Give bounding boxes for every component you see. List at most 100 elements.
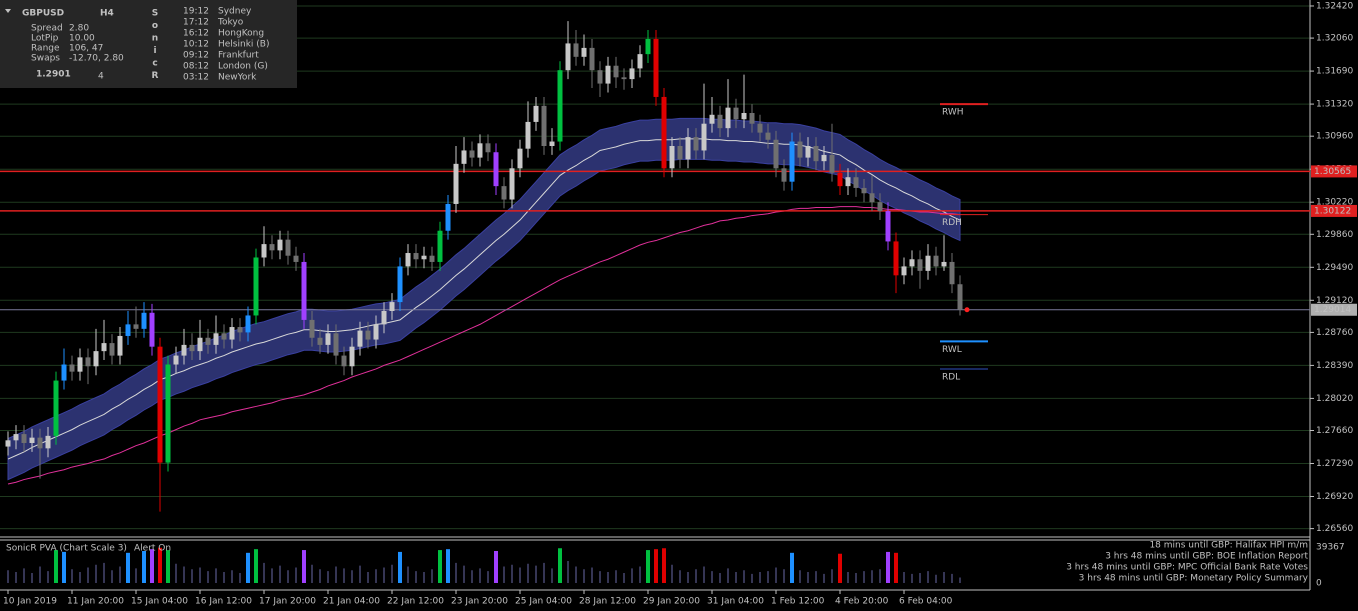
candle-body [741, 113, 747, 120]
volume-bar [54, 550, 58, 583]
y-tick-label: 1.28760 [1316, 328, 1353, 338]
y-tick-label: 1.32060 [1316, 34, 1353, 44]
news-line: 3 hrs 48 mins until GBP: MPC Official Ba… [1066, 563, 1308, 573]
candle-body [125, 324, 131, 336]
candle-body [701, 123, 707, 151]
candle-body [501, 186, 507, 200]
volume-bar [254, 549, 258, 583]
y-tick-label: 1.30220 [1316, 198, 1353, 208]
candle-body [317, 337, 323, 345]
candle-body [613, 65, 619, 78]
candle-body [605, 65, 611, 84]
session-time: 09:12 [183, 51, 209, 61]
candle-body [645, 38, 651, 55]
news-line: 3 hrs 48 mins until GBP: Monetary Policy… [1079, 574, 1309, 584]
candle-body [357, 330, 363, 347]
session-name: Frankfurt [218, 51, 259, 61]
candle-body [45, 435, 51, 449]
y-tick-label: 1.27660 [1316, 426, 1353, 436]
level-label: RDL [942, 372, 960, 382]
candle-body [957, 284, 963, 310]
session-time: 17:12 [183, 18, 209, 28]
volume-bar [646, 550, 650, 583]
news-line: 3 hrs 48 mins until GBP: BOE Inflation R… [1105, 552, 1308, 562]
candle-body [637, 54, 643, 69]
candle-body [581, 47, 587, 57]
candle-body [597, 70, 603, 84]
current-price-label: 1.29014 [1314, 305, 1351, 315]
volume-tick-label: 39367 [1316, 543, 1345, 553]
candle-body [621, 77, 627, 80]
x-tick-label: 31 Jan 04:00 [707, 597, 764, 607]
candle-body [885, 211, 891, 242]
candle-body [405, 253, 411, 267]
volume-bar [558, 548, 562, 583]
candle-body [565, 43, 571, 71]
candle-body [149, 312, 155, 347]
x-tick-label: 21 Jan 04:00 [323, 597, 380, 607]
candle-body [485, 143, 491, 153]
candle-body [429, 255, 435, 262]
info-value: -12.70, 2.80 [69, 54, 124, 64]
candle-body [805, 146, 811, 158]
candle-body [493, 152, 499, 187]
candle-body [389, 302, 395, 311]
candle-body [789, 141, 795, 182]
candle-body [845, 177, 851, 187]
candle-body [93, 351, 99, 367]
candle-body [21, 434, 27, 443]
candle-body [925, 255, 931, 271]
price-box [1311, 204, 1357, 217]
candle-body [365, 330, 371, 340]
candle-body [821, 154, 827, 162]
candle-body [725, 107, 731, 129]
candle-body [685, 137, 691, 160]
candle-body [469, 150, 475, 158]
x-tick-label: 16 Jan 12:00 [195, 597, 252, 607]
candle-body [781, 168, 787, 182]
y-tick-label: 1.29860 [1316, 230, 1353, 240]
session-time: 16:12 [183, 29, 209, 39]
candle-body [877, 202, 883, 212]
volume-bar [166, 550, 170, 583]
volume-bar [446, 549, 450, 583]
candle-body [397, 266, 403, 303]
candle-body [717, 114, 723, 129]
info-key: Range [31, 44, 60, 54]
session-name: HongKong [218, 29, 264, 39]
y-tick-label: 1.29120 [1316, 296, 1353, 306]
x-tick-label: 22 Jan 12:00 [387, 597, 444, 607]
candle-body [413, 253, 419, 260]
candle-body [197, 337, 203, 352]
bid-price-tail: 4 [98, 72, 104, 82]
volume-bar [790, 552, 794, 583]
price-box [1311, 165, 1357, 178]
candle-body [709, 114, 715, 124]
candle-body [517, 148, 523, 169]
volume-bar [302, 550, 306, 583]
volume-bar [150, 549, 154, 583]
candle-body [765, 132, 771, 140]
candle-body [533, 105, 539, 122]
candle-body [229, 327, 235, 340]
candle-body [933, 255, 939, 267]
candle-body [653, 38, 659, 97]
session-name: Sydney [218, 7, 252, 17]
candle-body [13, 434, 19, 441]
x-tick-label: 6 Feb 04:00 [899, 597, 953, 607]
current-price-box [1311, 303, 1357, 316]
candle-body [221, 333, 227, 340]
y-tick-label: 1.26920 [1316, 492, 1353, 502]
timeframe: H4 [100, 9, 114, 19]
session-name: Helsinki (B) [218, 40, 269, 50]
volume-bar [246, 552, 250, 583]
logo-letter: n [152, 34, 158, 44]
candle-body [525, 121, 531, 149]
session-time: 19:12 [183, 7, 209, 17]
candle-body [213, 333, 219, 345]
candle-body [205, 337, 211, 345]
volume-bar [158, 547, 162, 583]
volume-bar [894, 552, 898, 583]
